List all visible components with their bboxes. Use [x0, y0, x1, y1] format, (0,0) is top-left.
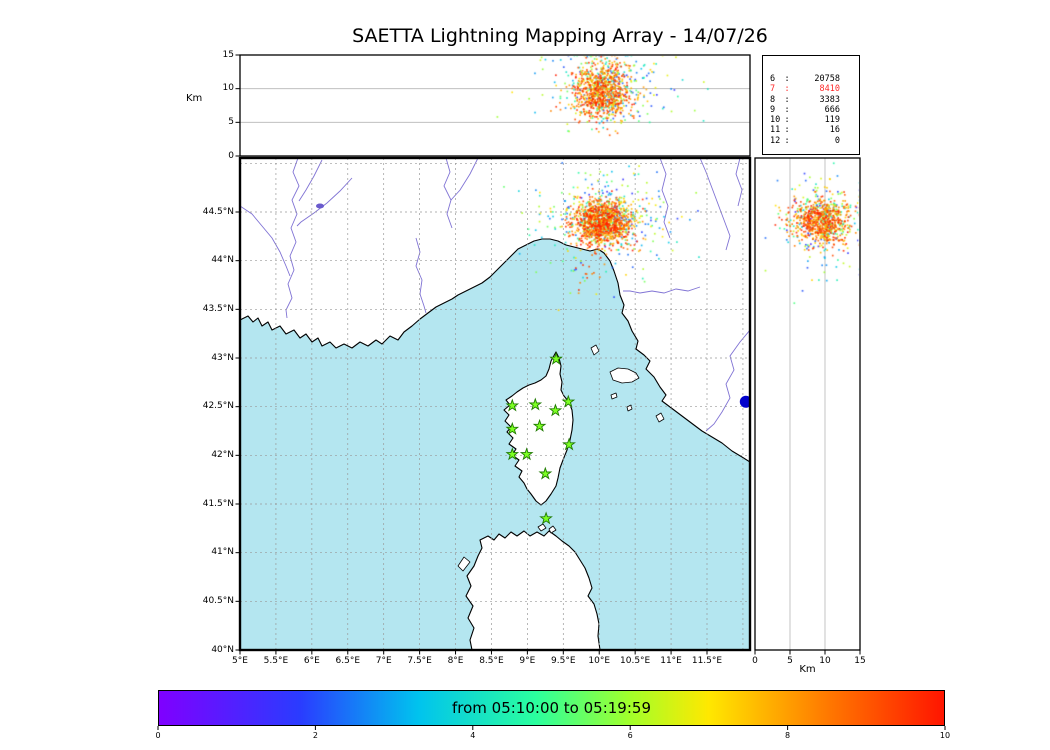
legend-entry: 12:0: [770, 135, 840, 146]
legend-entry: 9:666: [770, 104, 840, 115]
colorbar-tick-label: 4: [470, 731, 476, 740]
lon-tick-label: 5°E: [232, 656, 248, 666]
lon-tick-label: 10.5°E: [620, 656, 651, 666]
lon-tick-label: 11.5°E: [691, 656, 723, 666]
lat-tick-label: 40°N: [211, 644, 234, 655]
lat-tick-label: 43.5°N: [202, 303, 234, 314]
lon-tick-label: 7°E: [375, 656, 392, 666]
lake: [316, 203, 324, 209]
alt-tick-label: 0: [228, 150, 234, 161]
alt-tick-label-right: 15: [854, 656, 866, 666]
alt-tick-label: 5: [228, 116, 234, 127]
lon-tick-label: 8°E: [447, 656, 464, 666]
lon-tick-label: 9.5°E: [551, 656, 576, 666]
legend-entry: 10:119: [770, 115, 840, 126]
legend-entry: 11:16: [770, 125, 840, 136]
lat-tick-label: 43°N: [211, 352, 234, 363]
legend-entry: 7:8410: [770, 84, 840, 95]
lat-tick-label: 44°N: [211, 255, 234, 266]
lat-tick-label: 42.5°N: [202, 401, 234, 412]
altitude-axis-label: Km: [186, 93, 203, 104]
lat-tick-label: 42°N: [211, 449, 234, 460]
lat-tick-label: 41°N: [211, 547, 234, 558]
colorbar-tick-label: 2: [312, 731, 318, 740]
altitude-panel-border: [239, 54, 751, 157]
lon-tick-label: 9°E: [519, 656, 536, 666]
lon-tick-label: 11°E: [660, 656, 682, 666]
legend-entry: 6:20758: [770, 74, 840, 84]
time-colorbar: from 05:10:00 to 05:19:59: [158, 690, 945, 726]
lon-tick-label: 6°E: [303, 656, 320, 666]
alt-tick-label: 15: [222, 49, 234, 60]
lon-tick-label: 6.5°E: [335, 656, 361, 666]
colorbar-tick-label: 6: [627, 731, 633, 740]
colorbar-tick-label: 10: [939, 731, 951, 740]
lon-tick-label: 8.5°E: [479, 656, 504, 666]
alt-tick-label-right: 5: [787, 656, 793, 666]
lon-tick-label: 7.5°E: [407, 656, 432, 666]
colorbar-tick-label: 0: [155, 731, 161, 740]
lon-tick-label: 5.5°E: [263, 656, 289, 666]
lat-alt-panel-border: [754, 157, 861, 651]
altitude-axis-label-right: Km: [799, 664, 816, 675]
colorbar-tick-label: 8: [785, 731, 791, 740]
alt-tick-label-right: 10: [819, 656, 831, 666]
lat-tick-label: 44.5°N: [202, 206, 234, 217]
legend-entry: 8:3383: [770, 94, 840, 105]
alt-tick-label-right: 0: [752, 656, 758, 666]
lat-tick-label: 41.5°N: [202, 498, 234, 509]
station-count-legend: 6:20758 7:8410 8:3383 9:666 10:119 11:16 12:0: [762, 55, 860, 155]
lon-tick-label: 10°E: [588, 656, 611, 666]
alt-tick-label: 10: [222, 83, 234, 94]
lat-tick-label: 40.5°N: [202, 595, 234, 606]
colorbar-label: from 05:10:00 to 05:19:59: [451, 699, 651, 717]
